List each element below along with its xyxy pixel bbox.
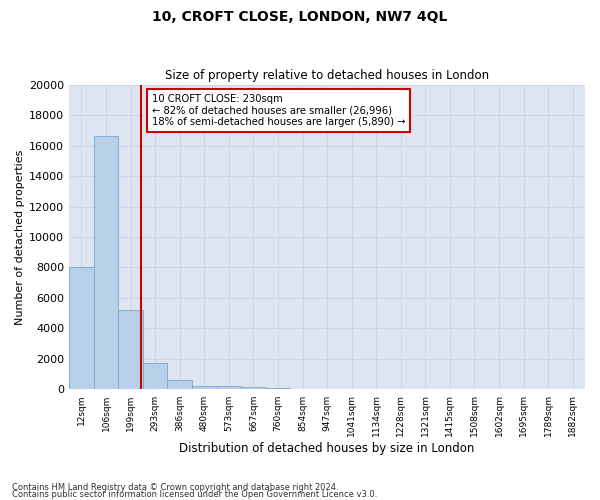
Y-axis label: Number of detached properties: Number of detached properties xyxy=(15,150,25,324)
Text: Contains HM Land Registry data © Crown copyright and database right 2024.: Contains HM Land Registry data © Crown c… xyxy=(12,484,338,492)
Bar xyxy=(266,388,290,390)
Bar xyxy=(217,386,241,390)
Bar xyxy=(167,380,192,390)
Text: 10 CROFT CLOSE: 230sqm
← 82% of detached houses are smaller (26,996)
18% of semi: 10 CROFT CLOSE: 230sqm ← 82% of detached… xyxy=(152,94,405,127)
Bar xyxy=(241,388,266,390)
Bar xyxy=(192,386,217,390)
Bar xyxy=(94,136,118,390)
Title: Size of property relative to detached houses in London: Size of property relative to detached ho… xyxy=(165,69,489,82)
Text: 10, CROFT CLOSE, LONDON, NW7 4QL: 10, CROFT CLOSE, LONDON, NW7 4QL xyxy=(152,10,448,24)
Bar xyxy=(143,363,167,390)
Bar xyxy=(69,266,94,390)
Text: Contains public sector information licensed under the Open Government Licence v3: Contains public sector information licen… xyxy=(12,490,377,499)
X-axis label: Distribution of detached houses by size in London: Distribution of detached houses by size … xyxy=(179,442,475,455)
Bar xyxy=(118,310,143,390)
